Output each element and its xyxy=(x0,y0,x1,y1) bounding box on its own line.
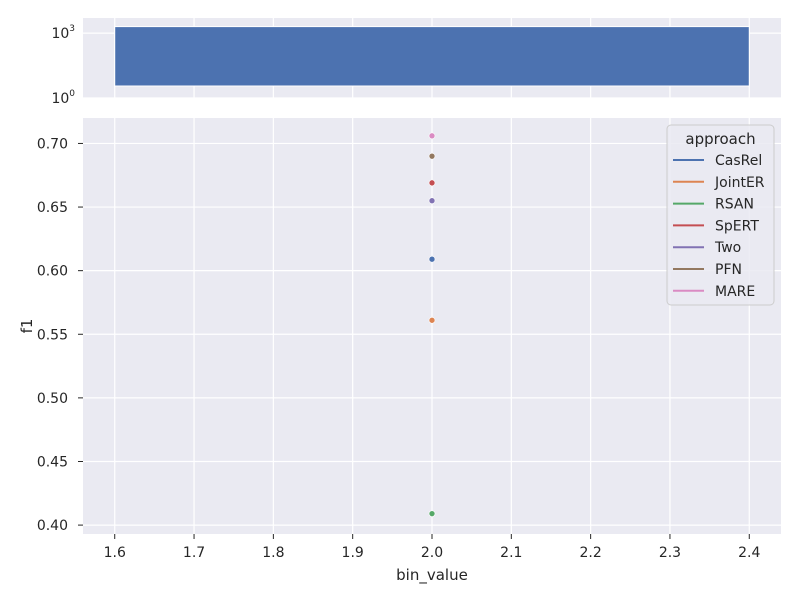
y-tick-label: 0.55 xyxy=(37,327,68,343)
legend-label-two: Two xyxy=(714,240,741,256)
x-axis-title: bin_value xyxy=(396,566,468,585)
legend-label-casrel: CasRel xyxy=(715,153,762,169)
legend-label-pfn: PFN xyxy=(715,262,742,278)
top-y-tick-exponent: 0 xyxy=(69,89,75,99)
y-tick-label: 0.70 xyxy=(37,136,68,152)
y-tick-label: 0.45 xyxy=(37,454,68,470)
data-point-casrel xyxy=(428,255,436,263)
x-tick-label: 1.7 xyxy=(183,545,205,561)
legend-label-mare: MARE xyxy=(715,284,755,300)
data-point-pfn xyxy=(428,152,436,160)
legend-label-spert: SpERT xyxy=(715,218,759,234)
x-tick-label: 2.4 xyxy=(738,545,760,561)
x-tick-label: 2.3 xyxy=(659,545,681,561)
x-tick-label: 2.1 xyxy=(500,545,522,561)
x-tick-label: 1.6 xyxy=(104,545,126,561)
top-y-tick-label: 103 xyxy=(51,24,75,42)
x-tick-label: 1.9 xyxy=(342,545,364,561)
y-tick-label: 0.65 xyxy=(37,200,68,216)
x-tick-label: 2.2 xyxy=(580,545,602,561)
data-point-jointer xyxy=(428,316,436,324)
y-tick-label: 0.40 xyxy=(37,518,68,534)
top-y-tick-base: 10 xyxy=(51,91,69,107)
y-tick-label: 0.50 xyxy=(37,391,68,407)
data-point-mare xyxy=(428,132,436,140)
x-tick-label: 2.0 xyxy=(421,545,443,561)
y-axis-title: f1 xyxy=(18,319,36,334)
legend-title: approach xyxy=(685,130,755,148)
y-tick-label: 0.60 xyxy=(37,264,68,280)
histogram-bar xyxy=(114,26,750,87)
legend-label-jointer: JointER xyxy=(714,175,765,191)
legend-box xyxy=(666,124,775,306)
top-y-tick-exponent: 3 xyxy=(69,24,75,34)
legend: approach CasRel JointER RSAN SpERT Two PFN MARE xyxy=(666,124,775,306)
data-point-two xyxy=(428,197,436,204)
top-y-tick-base: 10 xyxy=(51,26,69,42)
legend-label-rsan: RSAN xyxy=(715,197,754,213)
data-point-rsan xyxy=(428,510,436,517)
data-point-spert xyxy=(428,179,436,187)
top-y-tick-label: 100 xyxy=(51,89,75,107)
x-tick-label: 1.8 xyxy=(262,545,284,561)
